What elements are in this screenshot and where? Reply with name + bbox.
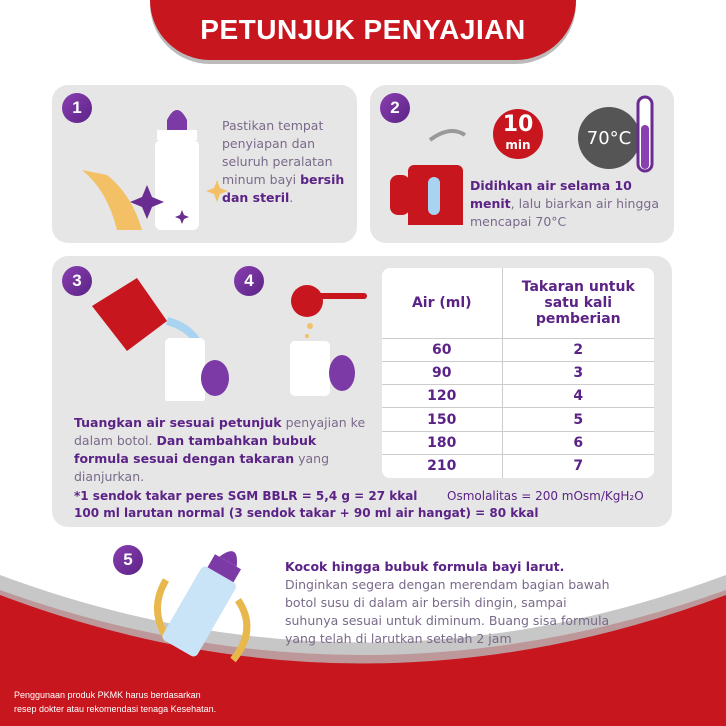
scoops-cell: 4 [502, 384, 654, 408]
osmolality-note: Osmolalitas = 200 mOsm/KgH₂O [447, 489, 644, 503]
timer-badge: 10 min [493, 109, 543, 159]
table-row: 90 3 [382, 360, 654, 385]
table-row: 120 4 [382, 384, 654, 408]
water-cell: 90 [382, 360, 503, 385]
step-number: 3 [62, 266, 92, 296]
step-number: 4 [234, 266, 264, 296]
step-3-4-text: Tuangkan air sesuai petunjuk penyajian k… [74, 415, 366, 484]
step-number: 5 [113, 545, 143, 575]
timer-value: 10 [502, 112, 534, 137]
water-cell: 60 [382, 337, 503, 362]
scoops-cell: 6 [502, 430, 654, 455]
clean-bottle-hands-icon [82, 110, 228, 230]
water-cell: 120 [382, 384, 503, 408]
col-header-water: Air (ml) [382, 268, 503, 339]
scoops-cell: 3 [502, 360, 654, 385]
title-banner: PETUNJUK PENYAJIAN [150, 0, 576, 60]
scoops-cell: 2 [502, 337, 654, 362]
pour-water-icon [92, 278, 229, 401]
step-2-panel: 2 10 min 70°C Didihkan air selama 10 men… [370, 85, 674, 243]
footer-disclaimer: Penggunaan produk PKMK harus berdasarkan… [14, 688, 216, 716]
step-1-panel: 1 Pastikan tempat penyiapan dan seluruh … [52, 85, 357, 243]
table-row: 180 6 [382, 430, 654, 455]
table-row: 150 5 [382, 407, 654, 432]
timer-unit: min [505, 138, 531, 152]
dosage-table: Air (ml) Takaran untuk satu kali pemberia… [382, 268, 654, 478]
page-title: PETUNJUK PENYAJIAN [200, 14, 526, 45]
step-number: 1 [62, 93, 92, 123]
solution-note: 100 ml larutan normal (3 sendok takar + … [74, 506, 539, 520]
table-row: 210 7 [382, 453, 654, 478]
water-cell: 180 [382, 430, 503, 455]
step-2-text: Didihkan air selama 10 menit, lalu biark… [470, 178, 659, 229]
scoop-note: *1 sendok takar peres SGM BBLR = 5,4 g =… [74, 489, 418, 503]
col-header-scoops: Takaran untuk satu kali pemberian [502, 268, 654, 339]
step-5-text: Kocok hingga bubuk formula bayi larut. D… [285, 559, 610, 646]
scoops-cell: 7 [502, 453, 654, 478]
table-row: 60 2 [382, 337, 654, 362]
spoon-powder-icon [290, 285, 367, 396]
temperature-value: 70°C [586, 127, 632, 149]
kettle-icon [390, 129, 467, 225]
thermometer-icon [636, 95, 654, 173]
footer-line: Penggunaan produk PKMK harus berdasarkan [14, 690, 201, 700]
step-1-text: Pastikan tempat penyiapan dan seluruh pe… [222, 118, 345, 205]
water-cell: 150 [382, 407, 503, 432]
shake-bottle-icon [154, 551, 251, 663]
footer-line: resep dokter atau rekomendasi tenaga Kes… [14, 704, 217, 714]
scoops-cell: 5 [502, 407, 654, 432]
step-number: 2 [380, 93, 410, 123]
temperature-badge: 70°C [578, 107, 640, 169]
water-cell: 210 [382, 453, 503, 478]
